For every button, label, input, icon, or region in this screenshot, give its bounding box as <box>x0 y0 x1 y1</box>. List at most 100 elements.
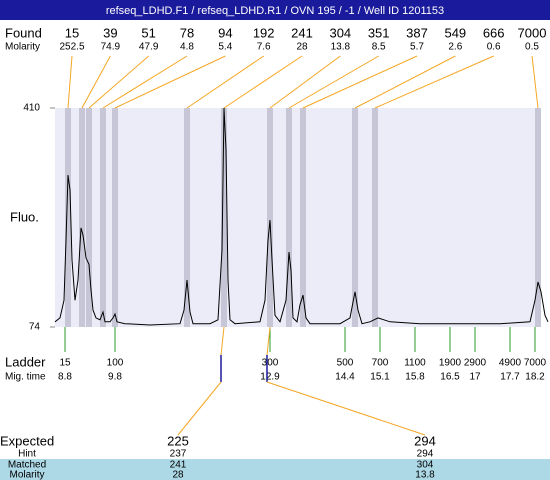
peak-band <box>79 108 85 327</box>
ladder-size: 2900 <box>464 358 487 369</box>
mig-time-label: Mig. time <box>5 372 46 383</box>
found-molarity: 0.6 <box>487 42 501 53</box>
expected-connector <box>266 326 271 356</box>
found-size: 549 <box>444 25 466 40</box>
ladder-time: 12.9 <box>260 372 280 383</box>
found-size: 304 <box>329 25 351 40</box>
peak-band <box>221 108 227 327</box>
peak-connector <box>374 55 494 109</box>
expected-molarity-label: Molarity <box>9 470 44 480</box>
peak-connector <box>88 55 149 109</box>
found-molarity: 8.5 <box>372 42 386 53</box>
found-molarity: 28 <box>296 42 308 53</box>
peak-connector <box>288 55 379 109</box>
peak-connector <box>531 55 539 109</box>
ladder-size: 15 <box>59 358 71 369</box>
found-molarity: 252.5 <box>59 42 84 53</box>
ladder-time: 9.8 <box>108 372 122 383</box>
expected-connector <box>220 326 225 356</box>
trace <box>54 107 549 326</box>
found-molarity: 13.8 <box>331 42 351 53</box>
peak-connector <box>102 55 188 109</box>
peak-connector <box>302 55 418 109</box>
peak-band <box>65 108 71 327</box>
ladder-time: 17 <box>469 372 481 383</box>
peak-connector <box>81 55 111 109</box>
found-size: 192 <box>253 25 275 40</box>
found-molarity: 4.8 <box>180 42 194 53</box>
matched-value: 304 <box>417 460 434 471</box>
found-size: 241 <box>291 25 313 40</box>
ladder-time: 18.2 <box>525 372 545 383</box>
peak-band <box>267 108 273 327</box>
expected-connector <box>177 381 222 436</box>
found-molarity: 47.9 <box>139 42 159 53</box>
ladder-size: 700 <box>372 358 389 369</box>
expected-label: Expected <box>0 433 54 448</box>
peak-band <box>184 108 190 327</box>
expected-value: 294 <box>414 433 436 448</box>
found-molarity: 5.4 <box>218 42 232 53</box>
found-size: 94 <box>218 25 232 40</box>
molarity-band <box>0 470 550 480</box>
title-bar <box>0 0 550 20</box>
ladder-size: 4900 <box>499 358 522 369</box>
ladder-time: 17.7 <box>500 372 520 383</box>
peak-band <box>352 108 358 327</box>
peak-band <box>286 108 292 327</box>
title: refseq_LDHD.F1 / refseq_LDHD.R1 / OVN 19… <box>106 5 444 17</box>
peak-connector <box>186 55 264 109</box>
ladder-label: Ladder <box>5 354 46 369</box>
peak-band <box>300 108 306 327</box>
ladder-time: 14.4 <box>335 372 355 383</box>
found-size: 666 <box>483 25 505 40</box>
ladder-time: 15.8 <box>405 372 425 383</box>
peak-band <box>372 108 378 327</box>
expected-molarity: 28 <box>172 470 184 480</box>
ladder-size: 300 <box>262 358 279 369</box>
ladder-size: 7000 <box>524 358 547 369</box>
found-molarity: 5.7 <box>410 42 424 53</box>
peak-connector <box>269 55 341 109</box>
peak-band <box>112 108 118 327</box>
expected-molarity: 13.8 <box>415 470 435 480</box>
found-size: 39 <box>103 25 117 40</box>
found-size: 7000 <box>518 25 547 40</box>
ladder-time: 16.5 <box>440 372 460 383</box>
found-size: 387 <box>406 25 428 40</box>
found-size: 78 <box>180 25 194 40</box>
found-size: 15 <box>65 25 79 40</box>
found-label: Found <box>5 25 42 40</box>
found-molarity: 2.6 <box>448 42 462 53</box>
peak-band <box>86 108 92 327</box>
y-tick-label: 74 <box>29 322 41 333</box>
molarity-label: Molarity <box>5 42 40 53</box>
peak-connector <box>114 55 226 109</box>
ladder-size: 1100 <box>404 358 426 369</box>
ladder-time: 8.8 <box>58 372 72 383</box>
peak-connector <box>354 55 456 109</box>
found-molarity: 0.5 <box>525 42 539 53</box>
matched-label: Matched <box>8 460 46 471</box>
plot-area <box>55 108 540 327</box>
found-size: 351 <box>368 25 390 40</box>
ladder-size: 100 <box>107 358 124 369</box>
peak-band <box>100 108 106 327</box>
hint-value: 294 <box>417 449 434 460</box>
matched-value: 241 <box>170 460 187 471</box>
peak-band <box>535 108 541 327</box>
peak-connector <box>67 55 73 109</box>
ladder-size: 500 <box>337 358 354 369</box>
expected-connector <box>266 381 426 436</box>
matched-band <box>0 459 550 470</box>
peak-connector <box>223 55 303 109</box>
ladder-size: 1900 <box>439 358 462 369</box>
found-molarity: 74.9 <box>101 42 121 53</box>
hint-label: Hint <box>18 449 36 460</box>
y-tick-label: 410 <box>23 103 40 114</box>
found-molarity: 7.6 <box>257 42 271 53</box>
hint-value: 237 <box>170 449 187 460</box>
ladder-time: 15.1 <box>370 372 390 383</box>
expected-value: 225 <box>167 433 189 448</box>
